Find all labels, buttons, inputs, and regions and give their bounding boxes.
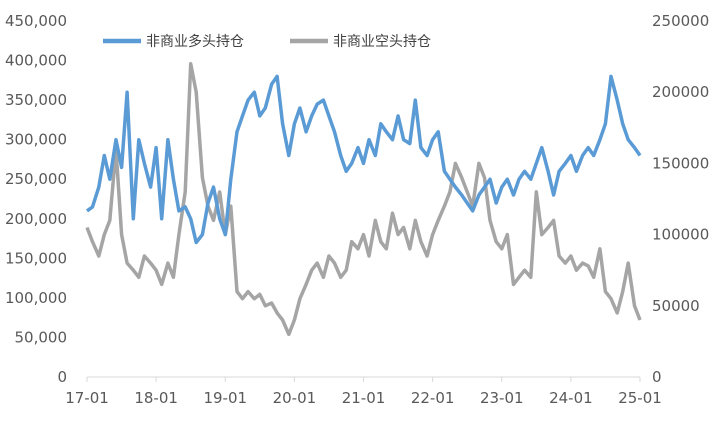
y-left-tick-label: 250,000 xyxy=(5,170,67,188)
y-left-axis-ticks: 0 50,000 100,000 150,000 200,000 250,000 300,0… xyxy=(5,12,67,386)
y-left-tick-label: 150,000 xyxy=(5,249,67,267)
y-left-tick-label: 50,000 xyxy=(15,328,68,346)
x-axis-ticks: 17-01 18-01 19-01 20-01 21-01 22-01 23-01 24-01… xyxy=(65,377,662,407)
x-tick-label: 23-01 xyxy=(480,389,524,407)
y-left-tick-label: 450,000 xyxy=(5,12,67,30)
legend-label-long: 非商业多头持仓 xyxy=(146,33,244,50)
y-left-tick-label: 350,000 xyxy=(5,91,67,109)
series-line-1 xyxy=(85,61,642,337)
legend: 非商业多头持仓 非商业空头持仓 xyxy=(103,33,431,50)
series-layer xyxy=(85,61,642,337)
x-tick-label: 24-01 xyxy=(549,389,593,407)
series-line-0 xyxy=(85,74,642,245)
y-left-tick-label: 0 xyxy=(57,368,67,386)
y-right-tick-label: 250000 xyxy=(652,12,709,30)
y-right-tick-label: 200000 xyxy=(652,83,709,101)
y-left-tick-label: 100,000 xyxy=(5,289,67,307)
y-right-tick-label: 50000 xyxy=(652,297,700,315)
y-right-tick-label: 100000 xyxy=(652,226,709,244)
y-left-tick-label: 400,000 xyxy=(5,52,67,70)
y-right-tick-label: 150000 xyxy=(652,154,709,172)
x-tick-label: 25-01 xyxy=(618,389,662,407)
x-tick-label: 22-01 xyxy=(411,389,455,407)
y-right-tick-label: 0 xyxy=(652,368,662,386)
y-right-axis-ticks: 0 50000 100000 150000 200000 250000 xyxy=(652,12,709,386)
x-tick-label: 21-01 xyxy=(342,389,386,407)
y-left-tick-label: 200,000 xyxy=(5,210,67,228)
y-left-tick-label: 300,000 xyxy=(5,131,67,149)
x-tick-label: 19-01 xyxy=(203,389,247,407)
legend-label-short: 非商业空头持仓 xyxy=(333,34,431,50)
x-tick-label: 20-01 xyxy=(273,389,317,407)
x-tick-label: 18-01 xyxy=(134,389,178,407)
x-tick-label: 17-01 xyxy=(65,389,109,407)
